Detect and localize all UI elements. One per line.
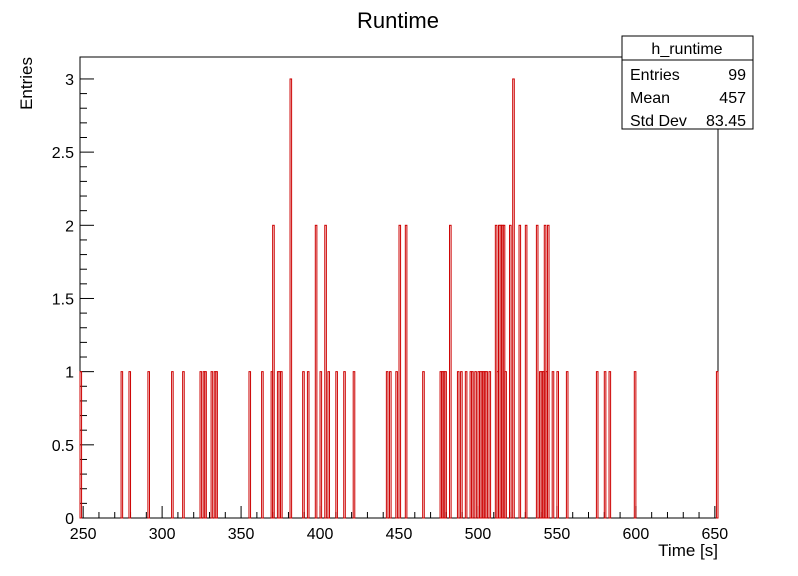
histogram-bin	[422, 371, 425, 519]
stats-box-frame	[621, 35, 754, 130]
stats-std-dev-value: 83.45	[706, 113, 746, 130]
histogram-bin	[444, 371, 447, 519]
chart-title: Runtime	[357, 8, 439, 33]
y-tick-label: 2	[65, 218, 74, 235]
histogram-bin	[280, 371, 283, 519]
histogram-bin	[128, 371, 132, 519]
stats-mean-label: Mean	[630, 90, 670, 107]
histogram-bin	[546, 224, 550, 519]
histogram-bin	[352, 371, 356, 519]
x-axis-label: Time [s]	[658, 541, 718, 560]
y-tick-label: 1	[65, 365, 74, 382]
histogram-bin	[551, 371, 555, 519]
histogram-bin	[302, 371, 305, 519]
x-tick-label: 400	[307, 526, 334, 543]
y-tick-label: 0	[65, 511, 74, 528]
histogram-bin	[389, 371, 392, 519]
y-tick-label: 0.5	[52, 438, 74, 455]
histogram-bin	[327, 371, 331, 519]
histogram-bin	[603, 371, 607, 519]
histogram-bin	[314, 224, 318, 519]
histogram-bin	[474, 371, 477, 519]
y-axis-label: Entries	[17, 57, 36, 110]
stats-entries-label: Entries	[630, 67, 680, 84]
x-axis-tick-labels: 250 300 350 400 450 500 550 600 650	[70, 526, 728, 543]
stats-box-title: h_runtime	[651, 41, 722, 58]
y-axis-ticks	[80, 78, 94, 519]
histogram-bin	[335, 371, 338, 519]
histogram-bin	[464, 371, 468, 519]
y-axis-tick-labels: 0 0.5 1 1.5 2 2.5 3	[52, 72, 74, 528]
histogram-bin	[471, 371, 474, 519]
histogram-bin	[512, 78, 515, 519]
histogram-bin	[204, 371, 207, 519]
histogram-bin	[456, 371, 460, 519]
histogram-bin	[524, 224, 528, 519]
histogram-bin	[565, 371, 569, 519]
x-tick-label: 600	[623, 526, 650, 543]
histogram-bin	[306, 371, 310, 519]
histogram-bin	[556, 371, 559, 519]
histogram-bin	[608, 371, 612, 519]
histogram-bin	[398, 224, 402, 519]
x-tick-label: 300	[149, 526, 176, 543]
stats-entries-value: 99	[728, 67, 746, 84]
histogram-bin	[395, 371, 398, 519]
x-tick-label: 500	[465, 526, 492, 543]
x-tick-label: 650	[701, 526, 728, 543]
histogram-bin	[595, 371, 599, 519]
x-tick-label: 350	[228, 526, 255, 543]
stats-std-dev-label: Std Dev	[630, 113, 687, 130]
histogram-bin	[215, 371, 218, 519]
histogram-bin	[449, 224, 452, 519]
stats-box: h_runtime Entries 99 Mean 457 Std Dev 83…	[621, 35, 754, 130]
histogram-bin	[210, 371, 214, 519]
histogram-bin	[289, 78, 293, 519]
histogram-bin	[509, 224, 512, 519]
histogram-bin	[633, 371, 637, 519]
histogram-series	[79, 78, 719, 519]
x-tick-label: 250	[70, 526, 97, 543]
histogram-bin	[518, 224, 522, 519]
x-tick-label: 550	[544, 526, 571, 543]
histogram-bin	[485, 371, 488, 519]
histogram-bin	[272, 224, 275, 519]
histogram-bin	[324, 224, 327, 519]
histogram-bin	[535, 224, 539, 519]
y-tick-label: 3	[65, 72, 74, 89]
histogram-bin	[261, 371, 264, 519]
histogram-bin	[343, 371, 346, 519]
histogram-bin	[319, 371, 323, 519]
histogram-bin	[460, 371, 463, 519]
histogram-bin	[385, 371, 389, 519]
histogram-bin	[488, 371, 492, 519]
y-tick-label: 1.5	[52, 291, 74, 308]
histogram-bin	[404, 224, 408, 519]
histogram-bin	[199, 371, 203, 519]
histogram-bin	[248, 371, 252, 519]
histogram-bin	[120, 371, 124, 519]
y-tick-label: 2.5	[52, 145, 74, 162]
histogram-bin	[715, 371, 719, 519]
stats-mean-value: 457	[719, 90, 746, 107]
x-tick-label: 450	[386, 526, 413, 543]
histogram-bin	[182, 371, 185, 519]
histogram-bin	[147, 371, 150, 519]
histogram-bin	[79, 371, 83, 519]
histogram-bin	[171, 371, 174, 519]
histogram-bin	[504, 371, 507, 519]
